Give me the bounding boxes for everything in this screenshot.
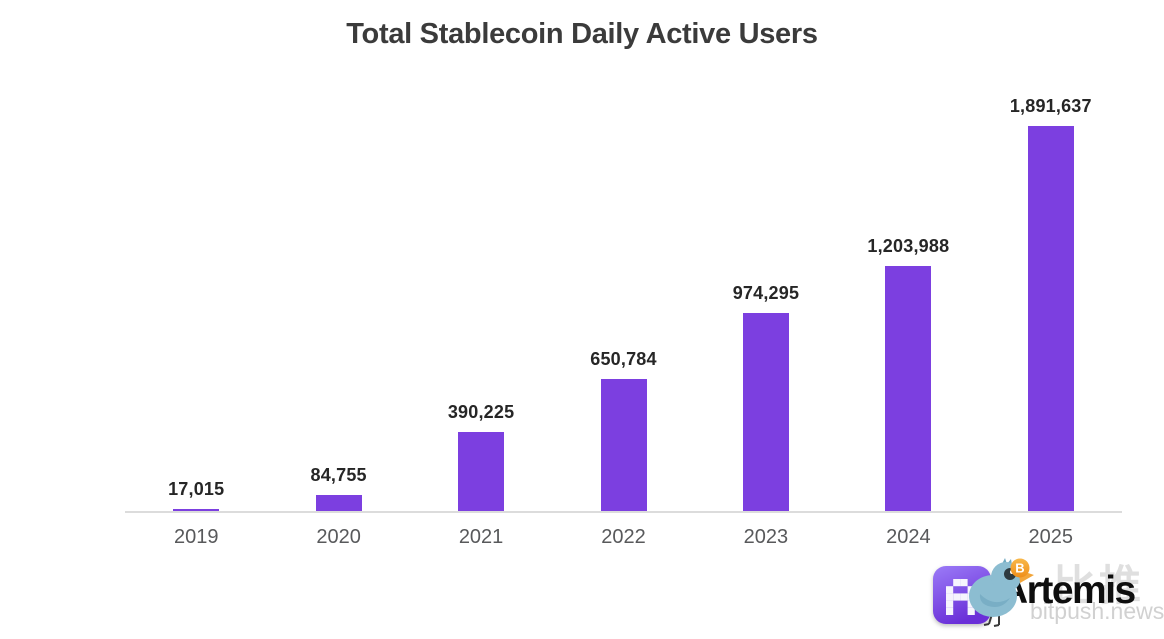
bird-wing [979,594,1010,607]
bitpush-watermark-domain: bitpush.news [1030,598,1164,624]
bitpush-watermark-cn: 比推 [1053,562,1146,609]
bar-value-label-2021: 390,225 [447,402,515,422]
x-axis-label-2019: 2019 [173,526,219,548]
x-axis-label-2021: 2021 [458,526,504,548]
x-axis-labels: 2019 2020 2021 2022 2023 2024 2025 [125,526,1122,554]
bar-value-label-2019: 17,015 [168,479,225,499]
plot-area: 17,015 84,755 390,225 650,784 974,295 1,203,9… [125,96,1122,512]
x-axis-label-2025: 2025 [1028,526,1074,548]
bar-2020 [315,495,362,512]
bar-value-label-2020: 84,755 [310,465,367,485]
bar-value-label-2022: 650,784 [590,349,657,369]
x-axis-line [125,511,1122,513]
bar-value-label-2025: 1,891,637 [1009,96,1092,116]
x-axis-label-2022: 2022 [601,526,646,548]
x-axis-label-2024: 2024 [886,526,931,548]
chart-title: Total Stablecoin Daily Active Users [346,18,818,50]
bitcoin-icon: B [1010,558,1030,578]
bitpush-bird-icon: B [969,558,1034,627]
bar-2023 [742,313,789,512]
branding-block: 比推 bitpush.news Artemis [920,558,1164,636]
bar-2025 [1027,126,1074,512]
x-axis-label-2023: 2023 [743,526,789,548]
x-axis-label-2020: 2020 [316,526,361,548]
bar-value-label-2024: 1,203,988 [867,236,950,256]
bar-2021 [458,432,505,512]
bar-2019 [173,509,220,512]
bar-2024 [885,266,932,512]
svg-text:B: B [1015,561,1024,576]
bar-2022 [600,379,647,512]
bar-value-label-2023: 974,295 [732,283,800,303]
